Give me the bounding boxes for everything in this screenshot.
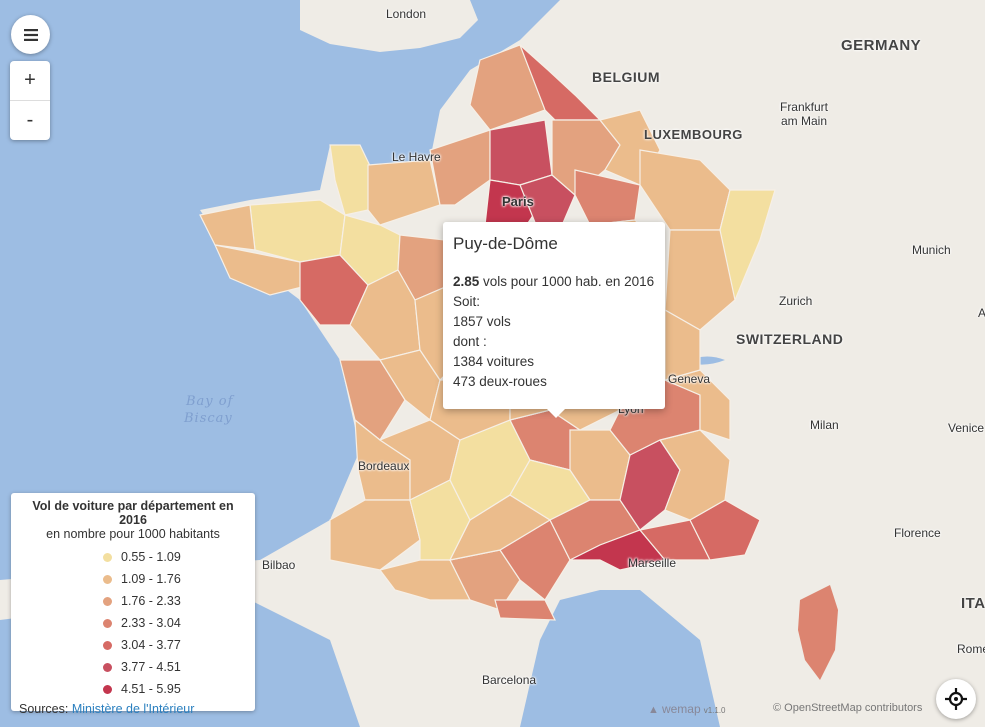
legend-swatch — [103, 552, 112, 562]
legend-class: 3.77 - 4.51 — [103, 656, 247, 678]
city-label-bordeaux: Bordeaux — [358, 459, 410, 473]
city-label-munich: Munich — [912, 243, 951, 257]
legend-class: 4.51 - 5.95 — [103, 678, 247, 700]
wemap-version: v1.1.0 — [703, 706, 726, 715]
legend-title: Vol de voiture par département en 2016 — [32, 499, 234, 527]
legend-swatch — [103, 640, 112, 650]
hamburger-icon — [23, 28, 38, 41]
popup-deux-roues: 473 deux-roues — [453, 374, 547, 389]
city-label-london: London — [386, 7, 427, 21]
legend-swatch — [103, 596, 112, 606]
popup-voitures: 1384 voitures — [453, 354, 535, 369]
country-label-belgium: BELGIUM — [592, 69, 661, 85]
legend-class: 1.76 - 2.33 — [103, 590, 247, 612]
popup-dont: dont : — [453, 334, 487, 349]
wemap-attribution[interactable]: ▲ wemap v1.1.0 — [648, 702, 726, 716]
wemap-logo-icon: ▲ — [648, 704, 659, 716]
legend-subtitle: en nombre pour 1000 habitants — [46, 527, 220, 541]
legend-class-label: 0.55 - 1.09 — [121, 550, 181, 564]
legend-class-label: 3.04 - 3.77 — [121, 638, 181, 652]
city-label-bilbao: Bilbao — [262, 558, 296, 572]
legend-sources: Sources: Ministère de l'Intérieur — [19, 702, 247, 716]
sources-label: Sources: — [19, 702, 72, 716]
zoom-in-button[interactable]: + — [10, 61, 50, 101]
legend-swatch — [103, 684, 112, 694]
zoom-control: + - — [10, 61, 50, 140]
city-label-zurich: Zurich — [779, 294, 813, 308]
legend-class: 2.33 - 3.04 — [103, 612, 247, 634]
britain-land — [300, 0, 478, 52]
osm-attribution[interactable]: © OpenStreetMap contributors — [773, 702, 923, 714]
city-label-marseille: Marseille — [628, 556, 677, 570]
corsica-land — [798, 585, 838, 680]
sea-label-biscay: Biscay — [184, 411, 233, 426]
legend-swatch — [103, 662, 112, 672]
city-label-geneva: Geneva — [668, 372, 711, 386]
menu-button[interactable] — [11, 15, 50, 54]
city-label-florence: Florence — [894, 526, 941, 540]
legend-class-label: 2.33 - 3.04 — [121, 616, 181, 630]
legend-class-label: 1.76 - 2.33 — [121, 594, 181, 608]
popup-vols: 1857 vols — [453, 314, 511, 329]
legend-class-label: 3.77 - 4.51 — [121, 660, 181, 674]
crosshair-icon — [945, 688, 967, 710]
legend-class-label: 1.09 - 1.76 — [121, 572, 181, 586]
city-label-rome: Rome — [957, 642, 985, 656]
popup-rate-text: vols pour 1000 hab. en 2016 — [479, 274, 655, 289]
legend-class-label: 4.51 - 5.95 — [121, 682, 181, 696]
city-label-a: A — [978, 306, 985, 320]
country-label-luxembourg: LUXEMBOURG — [644, 127, 743, 142]
city-label-milan: Milan — [810, 418, 839, 432]
sea-label-bay-of: Bay of — [186, 394, 234, 409]
city-label-venice: Venice — [948, 421, 985, 435]
city-label-barcelona: Barcelona — [482, 673, 537, 687]
legend-class: 3.04 - 3.77 — [103, 634, 247, 656]
country-label-italy: ITA — [961, 595, 985, 612]
legend-class: 1.09 - 1.76 — [103, 568, 247, 590]
locate-button[interactable] — [936, 679, 976, 719]
sources-link[interactable]: Ministère de l'Intérieur — [71, 702, 195, 716]
legend-swatch — [103, 574, 112, 584]
city-label-le-havre: Le Havre — [392, 150, 441, 164]
country-label-germany: GERMANY — [841, 37, 922, 54]
city-label-frankfurt: Frankfurt am Main — [779, 100, 828, 128]
legend-class: 0.55 - 1.09 — [103, 546, 247, 568]
country-label-switzerland: SWITZERLAND — [736, 331, 844, 347]
department-popup: Puy-de-Dôme 2.85 vols pour 1000 hab. en … — [443, 222, 665, 418]
popup-soit: Soit: — [453, 294, 481, 309]
legend-swatch — [103, 618, 112, 628]
wemap-brand: wemap — [661, 702, 701, 716]
popup-rate-line: 2.85 vols pour 1000 hab. en 2016 — [453, 272, 655, 292]
map-legend: Vol de voiture par département en 2016 e… — [11, 493, 255, 716]
popup-title: Puy-de-Dôme — [453, 234, 558, 253]
popup-rate-value: 2.85 — [453, 274, 480, 289]
city-label-paris: Paris — [502, 194, 534, 209]
zoom-out-button[interactable]: - — [26, 109, 34, 131]
